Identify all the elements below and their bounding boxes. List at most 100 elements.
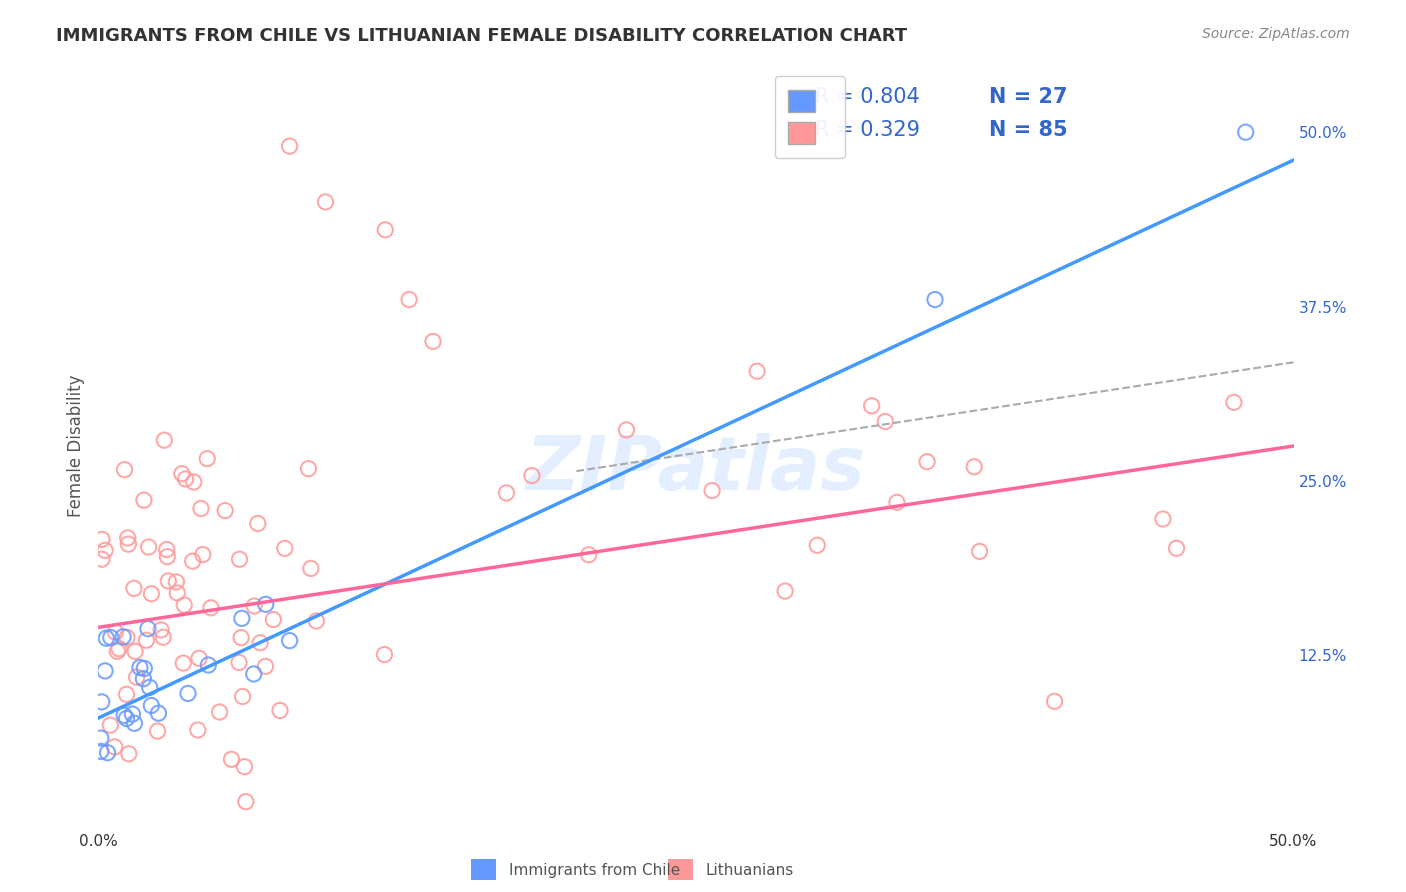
Point (115, 631, 138, 645)
Point (520, 468, 543, 483)
Point (278, 633, 301, 648)
Point (94, 543, 117, 558)
Point (254, 659, 277, 673)
Point (125, 670, 148, 684)
Point (228, 656, 250, 670)
Point (90, 552, 112, 566)
Point (745, 364, 768, 378)
Point (181, 554, 204, 568)
Point (128, 660, 150, 674)
Point (398, 293, 420, 307)
Point (91, 533, 114, 547)
Point (1043, 694, 1066, 708)
Point (1152, 512, 1174, 526)
Point (886, 495, 908, 509)
Point (100, 631, 122, 645)
Point (134, 661, 156, 675)
Point (422, 334, 444, 349)
Point (231, 631, 253, 645)
Point (124, 716, 146, 731)
Point (132, 672, 155, 686)
Point (124, 644, 146, 658)
Point (246, 516, 269, 531)
Point (105, 644, 128, 658)
Point (90, 744, 112, 758)
Point (274, 541, 297, 556)
Point (170, 467, 193, 481)
Point (243, 667, 266, 681)
Point (269, 703, 291, 717)
Text: Source: ZipAtlas.com: Source: ZipAtlas.com (1202, 27, 1350, 41)
Point (108, 641, 131, 656)
Point (104, 625, 127, 640)
Point (114, 462, 136, 476)
Point (1234, 125, 1257, 139)
Text: Immigrants from Chile: Immigrants from Chile (509, 863, 681, 878)
Point (136, 622, 159, 636)
Point (924, 293, 946, 307)
Point (773, 584, 796, 599)
Point (112, 630, 135, 644)
Point (157, 574, 180, 588)
Point (90, 731, 112, 745)
Point (249, 636, 271, 650)
Point (262, 613, 284, 627)
Point (117, 531, 139, 545)
Point (243, 599, 266, 613)
Point (148, 706, 170, 721)
Text: ZIPatlas: ZIPatlas (526, 433, 866, 506)
Point (875, 415, 897, 429)
Point (231, 611, 253, 625)
Point (254, 597, 277, 611)
Point (135, 633, 157, 648)
Point (90, 695, 112, 709)
Point (172, 656, 194, 670)
Point (146, 724, 169, 739)
Point (305, 614, 328, 628)
Point (969, 544, 991, 558)
Point (208, 705, 231, 719)
Point (173, 598, 195, 612)
Point (166, 586, 188, 600)
Point (373, 648, 395, 662)
Point (495, 486, 517, 500)
Point (115, 711, 138, 725)
Point (156, 542, 179, 557)
Point (98, 718, 121, 732)
Text: Lithuanians: Lithuanians (706, 863, 794, 878)
Point (188, 651, 211, 665)
Point (235, 795, 257, 809)
Point (141, 587, 163, 601)
Point (232, 690, 254, 704)
Point (165, 574, 187, 589)
Point (1223, 395, 1246, 409)
Text: R = 0.329: R = 0.329 (815, 120, 921, 140)
Point (138, 681, 160, 695)
Point (374, 223, 396, 237)
Text: N = 85: N = 85 (988, 120, 1067, 140)
Point (228, 552, 250, 566)
Point (94, 664, 117, 678)
Point (174, 472, 197, 486)
Legend: , : , (775, 76, 845, 158)
Point (96, 746, 118, 760)
Point (860, 399, 883, 413)
Point (177, 686, 200, 700)
Point (578, 548, 600, 562)
Point (118, 747, 141, 761)
Point (700, 483, 723, 498)
Point (138, 540, 160, 554)
Point (1166, 541, 1188, 556)
Point (150, 623, 173, 637)
Point (191, 548, 214, 562)
Point (297, 461, 319, 475)
Y-axis label: Female Disability: Female Disability (66, 375, 84, 517)
Point (104, 739, 127, 754)
Point (152, 630, 174, 644)
Point (195, 451, 218, 466)
Point (221, 752, 243, 766)
Point (132, 493, 155, 508)
Point (156, 549, 179, 564)
Point (121, 707, 143, 722)
Point (122, 582, 145, 596)
